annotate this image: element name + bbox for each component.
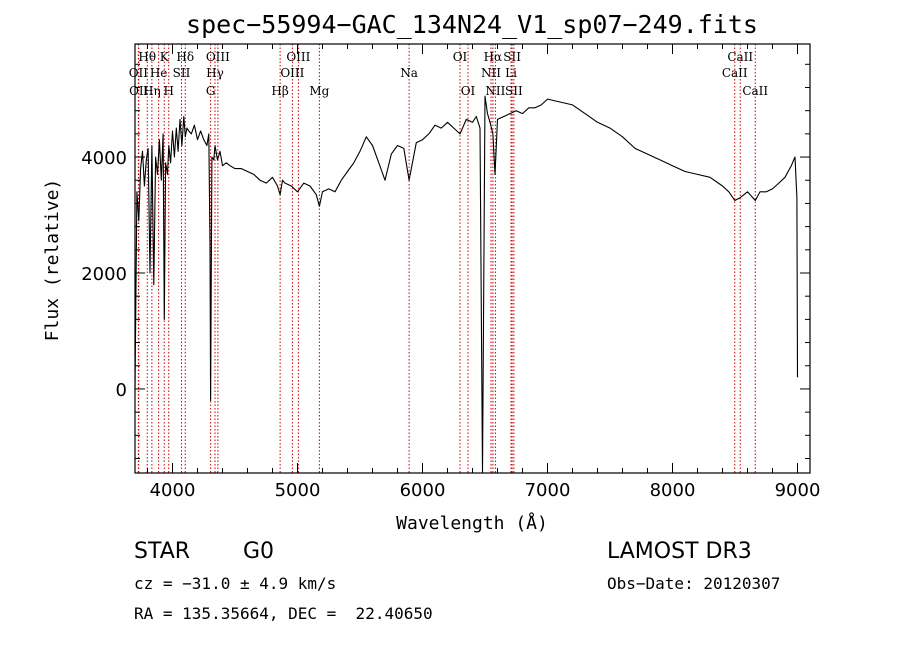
x-tick-label: 7000	[525, 480, 571, 501]
spectral-line-label: K	[160, 50, 170, 64]
y-tick-label: 2000	[81, 264, 127, 285]
spectral-line-label: Mg	[309, 84, 329, 98]
spectral-line-label: Hα	[484, 50, 503, 64]
x-tick-label: 4000	[150, 480, 196, 501]
x-tick-label: 5000	[275, 480, 321, 501]
spectral-line-label: CaII	[742, 84, 768, 98]
x-tick-label: 9000	[775, 480, 821, 501]
spectral-line-markers	[137, 44, 756, 473]
y-axis-label: Flux (relative)	[42, 179, 63, 342]
chart-title: spec−55994−GAC_134N24_V1_sp07−249.fits	[186, 10, 758, 39]
spectral-line-label: OIII	[280, 66, 304, 80]
spectral-line-label: SII	[505, 84, 523, 98]
y-tick-label: 0	[116, 380, 127, 401]
redshift-velocity: cz = −31.0 ± 4.9 km/s	[134, 574, 337, 593]
spectral-line-label: NII	[481, 66, 501, 80]
axis-tick-labels: 4000 5000 6000 7000 8000 9000 0 2000 4000	[81, 148, 820, 501]
spectral-line-label: CaII	[727, 50, 753, 64]
spectral-line-label: OIII	[286, 50, 310, 64]
spectral-line-label: Hβ	[271, 84, 288, 98]
spectral-line-label: H	[164, 84, 174, 98]
spectral-line-label: Hγ	[206, 66, 224, 80]
spectral-line-label: SII	[173, 66, 191, 80]
spectral-line-label: NII	[485, 84, 505, 98]
spectral-line-label: Na	[400, 66, 418, 80]
spectral-line-label: OII	[129, 84, 149, 98]
spectral-line-label: Li	[505, 66, 517, 80]
spectral-line-label: OII	[129, 66, 149, 80]
spectrum-line	[134, 95, 799, 474]
observation-date: Obs−Date: 20120307	[607, 574, 781, 593]
axis-ticks	[135, 44, 810, 473]
spectral-line-label: Hθ	[138, 50, 156, 64]
spectral-line-label: OI	[461, 84, 476, 98]
spectral-line-label: SII	[503, 50, 521, 64]
x-axis-label: Wavelength (Å)	[396, 512, 548, 534]
spectral-line-label: CaII	[722, 66, 748, 80]
plot-frame	[134, 43, 811, 474]
x-tick-label: 8000	[650, 480, 696, 501]
spectral-line-label: He	[150, 66, 168, 80]
spectral-line-label: OI	[453, 50, 468, 64]
spectral-line-label: Hη	[143, 84, 161, 98]
y-tick-label: 4000	[81, 148, 127, 169]
spectral-line-label: OIII	[206, 50, 230, 64]
object-subclass: G0	[243, 539, 275, 564]
object-class: STAR	[134, 539, 191, 564]
spectral-line-label: G	[206, 84, 216, 98]
spectral-line-label: Hδ	[176, 50, 194, 64]
x-tick-label: 6000	[400, 480, 446, 501]
coordinates: RA = 135.35664, DEC = 22.40650	[134, 604, 433, 623]
survey-name: LAMOST DR3	[607, 539, 752, 564]
